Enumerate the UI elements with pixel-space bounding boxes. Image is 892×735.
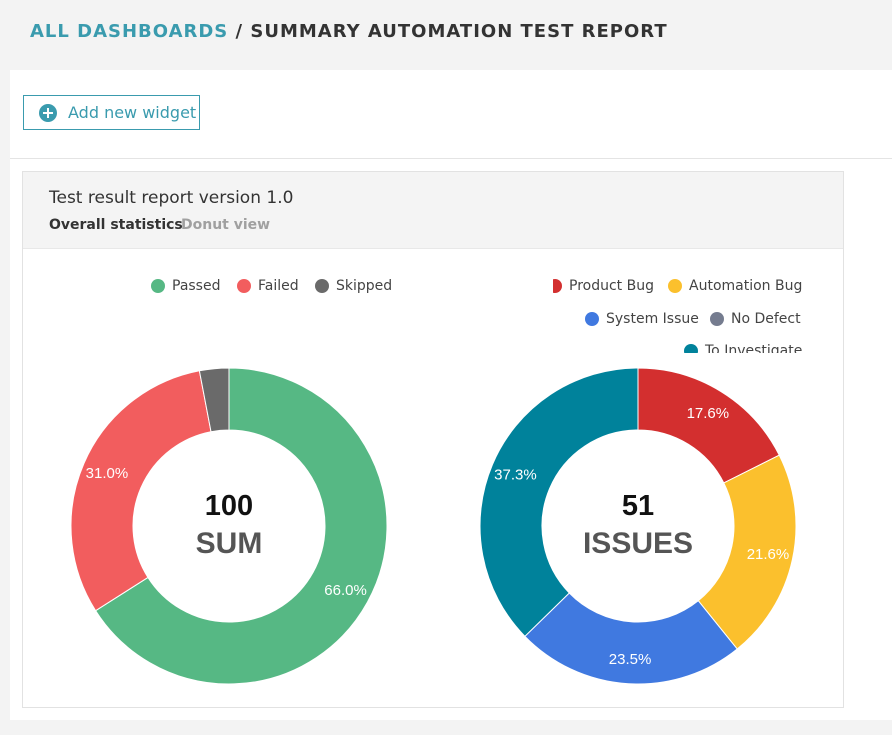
breadcrumb-all-dashboards-link[interactable]: ALL DASHBOARDS: [30, 21, 229, 42]
legend-item-no-defect[interactable]: No Defect: [710, 311, 801, 327]
donut-charts: 66.0% 31.0% 100 SUM 17.6% 21.6% 23.5% 37.3% 51 IS…: [70, 367, 797, 685]
widget-view-mode[interactable]: Donut view: [181, 217, 271, 233]
donut-slice-to-investigate[interactable]: [479, 367, 639, 638]
slice-percent-label: 31.0%: [86, 465, 129, 482]
legend-dot: [684, 344, 698, 353]
dashboard-toolbar: Add new widget: [10, 70, 892, 159]
donut-center-label: SUM: [196, 527, 263, 560]
legend-dot: [668, 279, 682, 293]
donut-slice-system-issue[interactable]: [524, 592, 738, 685]
breadcrumb: ALL DASHBOARDS / SUMMARY AUTOMATION TEST…: [30, 21, 668, 42]
legend-item-system-issue[interactable]: System Issue: [585, 311, 699, 327]
donut-center-value: 51: [622, 490, 654, 522]
breadcrumb-separator: /: [228, 21, 251, 42]
issues-legend: Product Bug Automation Bug System Issue …: [553, 272, 843, 353]
legend-label: To Investigate: [705, 343, 803, 353]
legend-dot: [315, 279, 329, 293]
add-new-widget-button[interactable]: Add new widget: [23, 95, 200, 130]
legend-dot: [151, 279, 165, 293]
widget-subtitle: Overall statistics: [49, 217, 183, 233]
slice-percent-label: 17.6%: [687, 405, 730, 422]
legend-label: Failed: [258, 278, 299, 294]
slice-percent-label: 23.5%: [609, 651, 652, 668]
slice-percent-label: 66.0%: [324, 582, 367, 599]
legend-dot: [553, 279, 562, 293]
donut-slice-passed[interactable]: [94, 367, 388, 685]
plus-circle-icon: [39, 103, 57, 122]
legend-item-product-bug[interactable]: Product Bug: [553, 278, 654, 294]
legend-dot: [710, 312, 724, 326]
donut-center-label: ISSUES: [583, 527, 693, 560]
legend-label: No Defect: [731, 311, 801, 327]
legend-dot: [237, 279, 251, 293]
donut-slice-automation-bug[interactable]: [697, 454, 797, 650]
slice-percent-label: 37.3%: [494, 466, 537, 483]
legend-label: Passed: [172, 278, 221, 294]
legend-item-skipped[interactable]: Skipped: [315, 278, 392, 294]
donut-center-value: 100: [205, 490, 253, 522]
legend-label: System Issue: [606, 311, 699, 327]
legend-item-to-investigate[interactable]: To Investigate: [684, 343, 802, 353]
page-title: SUMMARY AUTOMATION TEST REPORT: [250, 21, 668, 42]
legend-label: Skipped: [336, 278, 393, 294]
legend-label: Product Bug: [569, 278, 654, 294]
donut-slice-skipped[interactable]: [198, 367, 230, 433]
widget-card: Test result report version 1.0 Overall s…: [22, 171, 844, 708]
legend-item-failed[interactable]: Failed: [237, 278, 299, 294]
slice-percent-label: 21.6%: [747, 546, 790, 563]
dashboard-panel: Add new widget Test result report versio…: [10, 70, 892, 720]
legend-item-passed[interactable]: Passed: [151, 278, 220, 294]
add-new-widget-label: Add new widget: [68, 103, 197, 122]
legend-item-automation-bug[interactable]: Automation Bug: [668, 278, 802, 294]
legend-dot: [585, 312, 599, 326]
widget-header[interactable]: Test result report version 1.0 Overall s…: [23, 172, 843, 249]
widget-title: Test result report version 1.0: [49, 188, 294, 208]
donut-slice-failed[interactable]: [70, 370, 212, 612]
legend-label: Automation Bug: [689, 278, 803, 294]
